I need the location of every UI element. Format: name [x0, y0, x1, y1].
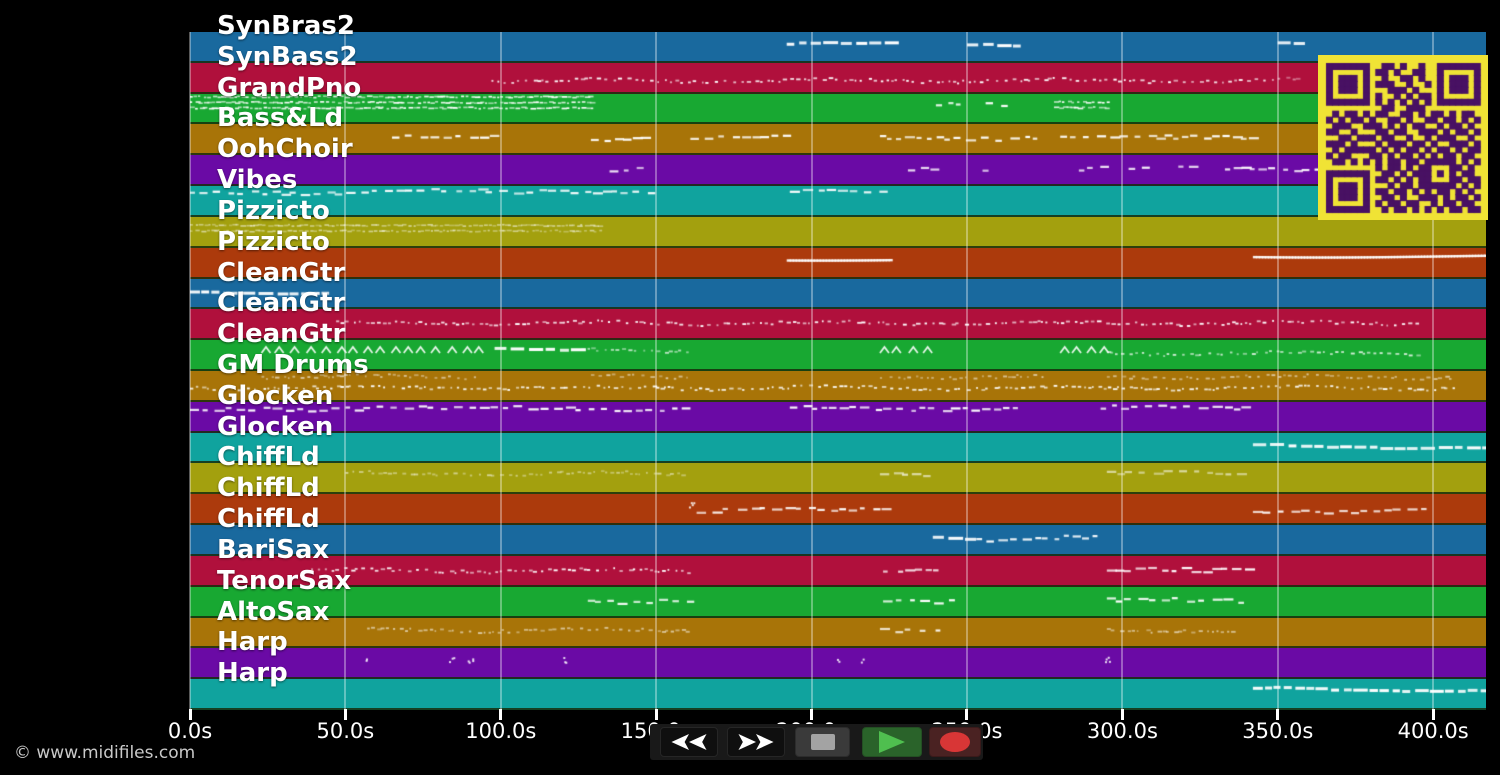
stop-icon: [810, 734, 835, 750]
fast-forward-icon: [738, 733, 774, 751]
notes-canvas: [190, 32, 1486, 710]
play-button[interactable]: [862, 727, 922, 757]
track-label: Harp: [217, 627, 288, 658]
axis-tick-label: 350.0s: [1242, 719, 1314, 743]
record-button[interactable]: [929, 727, 981, 757]
track-label: CleanGtr: [217, 257, 346, 288]
play-icon: [879, 731, 905, 753]
track-label: TenorSax: [217, 565, 352, 596]
rewind-icon: [671, 733, 707, 751]
track-label: AltoSax: [217, 596, 330, 627]
axis-tick: [1431, 709, 1435, 720]
track-label: GM Drums: [217, 350, 369, 380]
track-label: ChiffLd: [217, 504, 320, 535]
qr-code: [1318, 55, 1488, 220]
track-label: BariSax: [217, 534, 330, 565]
axis-tick: [965, 709, 969, 720]
track-label: ChiffLd: [217, 442, 320, 473]
axis-tick-label: 100.0s: [465, 719, 537, 743]
track-label: CleanGtr: [217, 288, 346, 319]
axis-tick-label: 50.0s: [316, 719, 375, 743]
axis-tick: [810, 709, 814, 720]
track-label: Vibes: [217, 165, 298, 196]
track-label: ChiffLd: [217, 473, 320, 504]
axis-tick-label: 300.0s: [1086, 719, 1158, 743]
record-icon: [940, 732, 970, 752]
track-label: Bass&Ld: [217, 103, 344, 134]
track-label: OohChoir: [217, 134, 353, 165]
axis-tick: [1120, 709, 1124, 720]
track-label: GrandPno: [217, 72, 362, 103]
axis-tick-label: 400.0s: [1397, 719, 1469, 743]
track-label: Pizzicto: [217, 226, 330, 257]
track-label: CleanGtr: [217, 319, 346, 350]
rewind-button[interactable]: [660, 727, 718, 757]
axis-tick: [1276, 709, 1280, 720]
fast-forward-button[interactable]: [727, 727, 785, 757]
track-label: SynBass2: [217, 41, 358, 72]
axis-tick: [188, 709, 192, 720]
track-label: SynBras2: [217, 11, 355, 41]
watermark: © www.midifiles.com: [14, 743, 196, 763]
track-label: Glocken: [217, 411, 334, 442]
track-label: Harp: [217, 658, 288, 689]
axis-tick: [499, 709, 503, 720]
track-label: Glocken: [217, 380, 334, 411]
axis-tick: [343, 709, 347, 720]
axis-tick-label: 0.0s: [167, 719, 213, 743]
stop-button[interactable]: [795, 727, 850, 757]
track-timeline: SynBras2 SynBass2 GrandPno Bass&Ld OohChoir V…: [189, 11, 1486, 710]
transport-bar: [650, 724, 983, 760]
axis-tick: [654, 709, 658, 720]
track-label: Pizzicto: [217, 195, 330, 226]
